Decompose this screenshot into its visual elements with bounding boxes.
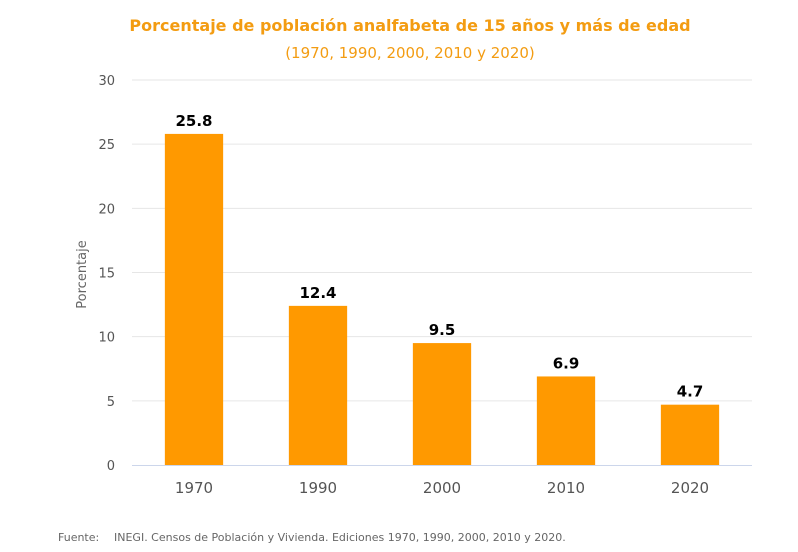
y-tick-label: 10: [98, 331, 115, 346]
source-text: INEGI. Censos de Población y Vivienda. E…: [114, 531, 566, 544]
data-label: 4.7: [677, 383, 704, 401]
bar-chart: 25.812.49.56.94.7 1970 1990 2000 2010 2020 0…: [75, 74, 752, 497]
data-label: 25.8: [175, 112, 212, 130]
x-tick-label: 2000: [423, 479, 461, 497]
y-axis-title: Porcentaje: [75, 240, 90, 308]
source-note: Fuente: INEGI. Censos de Población y Vivi…: [58, 531, 566, 544]
x-tick-label: 1970: [175, 479, 213, 497]
source-label: Fuente:: [58, 531, 100, 544]
y-axis: 0 5 10 15 20 25 30 Porcentaje: [75, 74, 115, 474]
data-labels: 25.8 12.4 9.5 6.9 4.7: [175, 112, 703, 401]
x-axis: 1970 1990 2000 2010 2020: [132, 465, 752, 497]
chart-subtitle: (1970, 1990, 2000, 2010 y 2020): [285, 44, 535, 62]
y-tick-label: 15: [98, 267, 115, 282]
x-tick-label: 2020: [671, 479, 709, 497]
data-label: 12.4: [299, 284, 336, 302]
x-tick-label: 2010: [547, 479, 585, 497]
data-label: 6.9: [553, 354, 580, 372]
y-tick-label: 20: [98, 202, 115, 217]
bar-2000[interactable]: [412, 343, 472, 465]
bar-2010[interactable]: [536, 376, 596, 465]
y-tick-label: 25: [98, 138, 115, 153]
y-tick-label: 30: [98, 74, 115, 89]
bar-1970[interactable]: [164, 133, 224, 465]
bar-1990[interactable]: [288, 305, 348, 465]
data-label: 9.5: [429, 321, 456, 339]
bar-2020[interactable]: [660, 404, 720, 465]
x-tick-label: 1990: [299, 479, 337, 497]
bars: [164, 133, 720, 465]
y-tick-label: 5: [107, 395, 115, 410]
chart-title: Porcentaje de población analfabeta de 15…: [129, 16, 691, 35]
y-tick-label: 0: [107, 459, 115, 474]
